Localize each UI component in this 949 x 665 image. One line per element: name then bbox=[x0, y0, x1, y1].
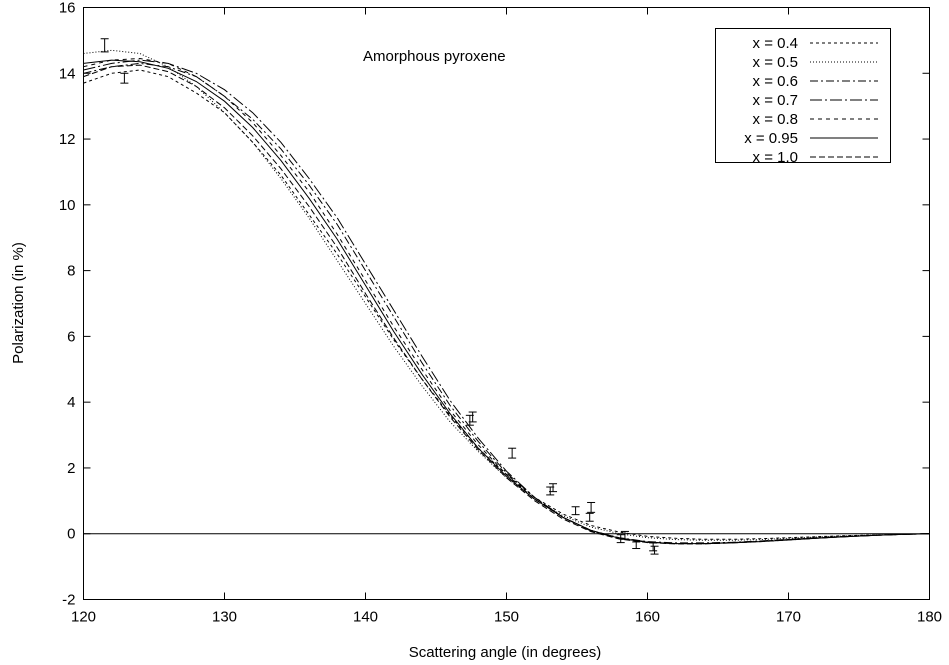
observation-point bbox=[508, 447, 517, 459]
observation-point bbox=[620, 530, 629, 540]
x-tick-label: 140 bbox=[353, 609, 378, 626]
series-line-x-1-0 bbox=[83, 64, 930, 545]
observation-point bbox=[571, 506, 580, 516]
observation-point bbox=[649, 542, 658, 552]
series-layer bbox=[83, 49, 930, 545]
axis-ticks: 120 130 140 150 160 170 180 -2 0 2 4 6 8 10 12 14 16 bbox=[59, 0, 942, 626]
legend-label: x = 0.95 bbox=[744, 130, 798, 147]
x-tick-label: 170 bbox=[776, 609, 801, 626]
y-tick-label: 14 bbox=[59, 65, 76, 82]
legend-label: x = 0.6 bbox=[753, 73, 798, 90]
x-tick-label: 130 bbox=[212, 609, 237, 626]
legend-label: x = 0.8 bbox=[753, 111, 798, 128]
y-tick-label: -2 bbox=[62, 592, 75, 609]
x-tick-label: 180 bbox=[917, 609, 942, 626]
legend-label: x = 0.5 bbox=[753, 54, 798, 71]
series-line-x-0-8 bbox=[83, 57, 930, 545]
observation-point bbox=[616, 534, 625, 544]
legend-label: x = 1.0 bbox=[753, 149, 798, 166]
y-tick-label: 4 bbox=[67, 394, 75, 411]
y-tick-label: 6 bbox=[67, 328, 75, 345]
observation-point bbox=[632, 541, 641, 550]
legend-label: x = 0.4 bbox=[753, 35, 798, 52]
observation-point bbox=[587, 501, 596, 513]
y-tick-label: 8 bbox=[67, 263, 75, 280]
observation-point bbox=[468, 411, 477, 423]
observation-point bbox=[549, 483, 558, 493]
y-tick-label: 12 bbox=[59, 131, 76, 148]
observation-point bbox=[650, 545, 659, 555]
x-axis-title: Scattering angle (in degrees) bbox=[409, 644, 602, 661]
observation-point bbox=[100, 38, 109, 53]
annotation-text: Amorphous pyroxene bbox=[363, 48, 506, 65]
legend-box bbox=[715, 28, 891, 163]
legend: x = 0.4 x = 0.5 x = 0.6 x = 0.7 x = 0.8 x = 0… bbox=[715, 28, 891, 166]
y-tick-label: 16 bbox=[59, 0, 76, 17]
x-tick-label: 160 bbox=[635, 609, 660, 626]
observation-point bbox=[585, 512, 594, 522]
y-tick-label: 10 bbox=[59, 197, 76, 214]
observation-point bbox=[120, 72, 129, 84]
observed-data-layer bbox=[100, 38, 659, 555]
x-tick-label: 150 bbox=[494, 609, 519, 626]
y-tick-label: 2 bbox=[67, 460, 75, 477]
legend-label: x = 0.7 bbox=[753, 92, 798, 109]
y-axis-title: Polarization (in %) bbox=[10, 242, 27, 364]
x-tick-label: 120 bbox=[71, 609, 96, 626]
y-tick-label: 0 bbox=[67, 526, 75, 543]
